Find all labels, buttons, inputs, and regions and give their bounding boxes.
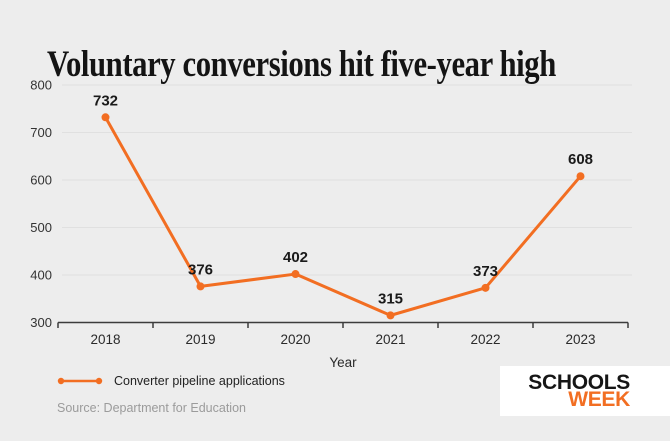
- legend-line-marker-icon: [57, 377, 103, 385]
- legend: Converter pipeline applications: [57, 373, 285, 389]
- data-point: [386, 311, 395, 320]
- y-tick-label: 600: [30, 173, 52, 188]
- data-label: 608: [568, 151, 593, 168]
- y-tick-label: 800: [30, 78, 52, 93]
- x-tick-label: 2020: [280, 332, 310, 347]
- x-tick-label: 2023: [565, 332, 595, 347]
- data-label: 732: [93, 92, 118, 109]
- x-tick-label: 2019: [185, 332, 215, 347]
- y-tick-label: 400: [30, 268, 52, 283]
- data-label: 402: [283, 249, 308, 266]
- y-tick-label: 500: [30, 220, 52, 235]
- data-point: [481, 283, 490, 292]
- schools-week-logo-text: SCHOOLS WEEK: [528, 371, 630, 411]
- data-point: [576, 172, 585, 181]
- series-line: [104, 115, 582, 317]
- schools-week-logo: SCHOOLS WEEK: [500, 366, 670, 416]
- x-tick-label: 2018: [90, 332, 120, 347]
- data-point: [291, 270, 300, 279]
- source-note: Source: Department for Education: [57, 401, 246, 415]
- y-tick-label: 700: [30, 125, 52, 140]
- legend-label: Converter pipeline applications: [114, 374, 285, 388]
- chart-title: Voluntary conversions hit five-year high: [47, 43, 556, 85]
- y-tick-label: 300: [30, 315, 52, 330]
- data-label: 376: [188, 261, 213, 278]
- data-point: [196, 282, 205, 291]
- data-label: 373: [473, 263, 498, 280]
- logo-line-week: WEEK: [568, 388, 630, 411]
- data-label: 315: [378, 290, 403, 307]
- x-tick-label: 2022: [470, 332, 500, 347]
- x-tick-label: 2021: [375, 332, 405, 347]
- x-axis-title: Year: [329, 355, 357, 370]
- logo-line-schools: SCHOOLS: [528, 371, 630, 394]
- data-point: [101, 113, 110, 122]
